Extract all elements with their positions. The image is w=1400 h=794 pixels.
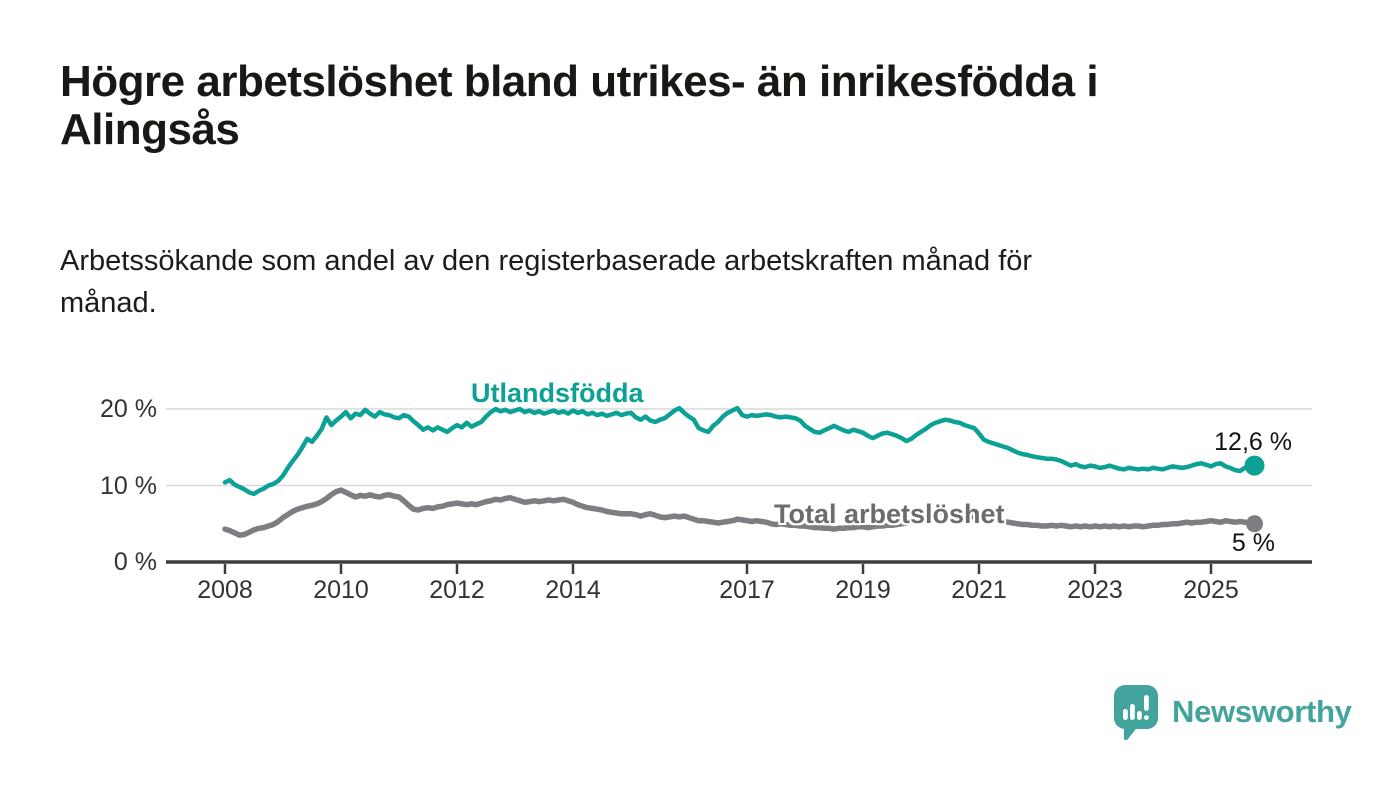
logo-bar-2	[1130, 704, 1135, 720]
x-axis-label-2019: 2019	[835, 576, 891, 604]
x-axis-label-2017: 2017	[719, 576, 775, 604]
series-label-foreign: Utlandsfödda	[471, 378, 644, 408]
logo-exclamation-dot	[1144, 715, 1149, 720]
newsworthy-logo: Newsworthy	[1112, 683, 1352, 741]
end-value-label-foreign: 12,6 %	[1214, 428, 1292, 456]
series-line-total	[222, 487, 1258, 538]
newsworthy-wordmark: Newsworthy	[1172, 694, 1352, 729]
y-axis-label-20: 20 %	[100, 395, 157, 423]
series-label-total: Total arbetslöshet	[774, 499, 1005, 529]
x-axis-label-2023: 2023	[1067, 576, 1123, 604]
x-axis-label-2008: 2008	[197, 576, 253, 604]
x-axis-label-2025: 2025	[1183, 576, 1239, 604]
page-title: Högre arbetslöshet bland utrikes- än inr…	[60, 58, 1310, 154]
chart-subtitle: Arbetssökande som andel av den registerb…	[60, 240, 1310, 324]
x-axis-label-2010: 2010	[313, 576, 369, 604]
series-line-foreign	[222, 405, 1257, 497]
series-end-dot-total	[1246, 515, 1263, 533]
page-title-line2: Alingsås	[60, 105, 240, 154]
chart-subtitle-line1: Arbetssökande som andel av den registerb…	[60, 245, 1033, 277]
logo-exclamation-stem	[1144, 695, 1149, 711]
x-axis-label-2021: 2021	[951, 576, 1007, 604]
x-axis-label-2014: 2014	[545, 576, 601, 604]
y-axis-label-10: 10 %	[100, 472, 157, 500]
y-axis-label-0: 0 %	[113, 548, 157, 576]
end-value-label-total: 5 %	[1231, 529, 1275, 557]
newsworthy-bubble-icon	[1114, 685, 1158, 741]
x-axis-label-2012: 2012	[429, 576, 485, 604]
chart-subtitle-line2: månad.	[60, 287, 157, 319]
logo-bar-3	[1137, 711, 1142, 720]
logo-bar-1	[1123, 709, 1128, 720]
series-end-dot-foreign	[1244, 455, 1265, 476]
page-title-line1: Högre arbetslöshet bland utrikes- än inr…	[60, 57, 1099, 106]
